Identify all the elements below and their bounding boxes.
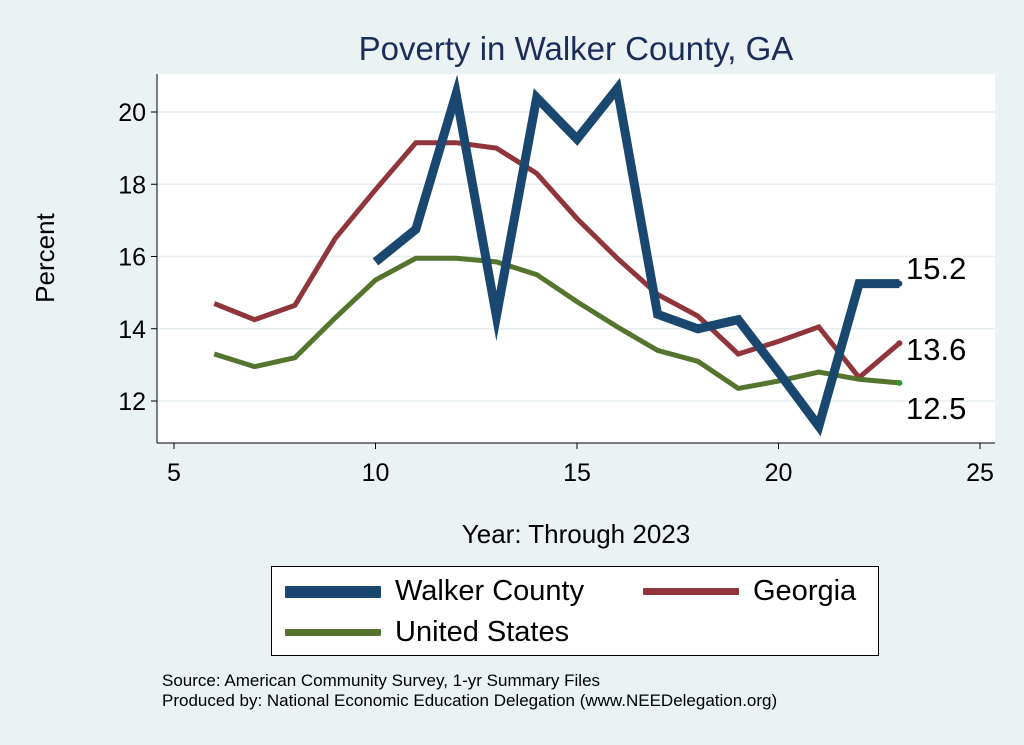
x-tick-label: 15 — [563, 459, 591, 487]
series-line-walker-county — [372, 74, 900, 437]
legend-item-united-states: United States — [285, 616, 569, 649]
x-tick-label: 25 — [966, 459, 994, 487]
y-tick-label: 14 — [118, 316, 146, 344]
legend-swatch-walker-county — [285, 585, 381, 598]
legend-label-united-states: United States — [395, 616, 570, 648]
y-axis-label: Percent — [30, 212, 60, 302]
end-point-marker — [896, 340, 903, 347]
y-tick-label: 18 — [118, 171, 146, 199]
legend-swatch-united-states — [285, 629, 381, 636]
series-line-georgia — [213, 140, 902, 382]
y-tick-label: 12 — [118, 388, 146, 416]
end-value-label: 12.5 — [906, 391, 966, 426]
end-value-label: 13.6 — [906, 332, 966, 367]
legend-label-walker-county: Walker County — [395, 575, 585, 607]
legend: Walker County Georgia United States — [271, 566, 879, 656]
x-axis-label: Year: Through 2023 — [462, 519, 690, 549]
x-axis-ticks: 5 10 15 20 25 — [167, 443, 994, 487]
end-value-label: 15.2 — [906, 251, 966, 286]
x-tick-label: 5 — [167, 459, 181, 487]
gridlines — [157, 111, 995, 402]
x-tick-label: 20 — [765, 459, 793, 487]
produced-by-line: Produced by: National Economic Education… — [162, 691, 778, 710]
chart-title: Poverty in Walker County, GA — [359, 30, 794, 67]
series-lines — [213, 74, 903, 437]
legend-label-georgia: Georgia — [753, 575, 857, 607]
source-note: Source: American Community Survey, 1-yr … — [162, 671, 777, 711]
end-point-marker — [896, 280, 903, 287]
source-line: Source: American Community Survey, 1-yr … — [162, 671, 601, 690]
y-tick-label: 16 — [118, 244, 146, 272]
plot-background — [157, 74, 995, 443]
y-tick-label: 20 — [118, 99, 146, 127]
line-chart: 5 10 15 20 25 12 14 16 18 20 15.2 13.6 12.5 Povert… — [30, 30, 995, 549]
end-labels: 15.2 13.6 12.5 — [906, 251, 966, 426]
legend-swatch-georgia — [643, 588, 739, 595]
legend-item-walker-county: Walker County — [285, 575, 584, 608]
y-axis-ticks: 12 14 16 18 20 — [118, 99, 157, 416]
end-point-marker — [896, 379, 903, 386]
legend-item-georgia: Georgia — [643, 575, 856, 608]
x-tick-label: 10 — [362, 459, 390, 487]
